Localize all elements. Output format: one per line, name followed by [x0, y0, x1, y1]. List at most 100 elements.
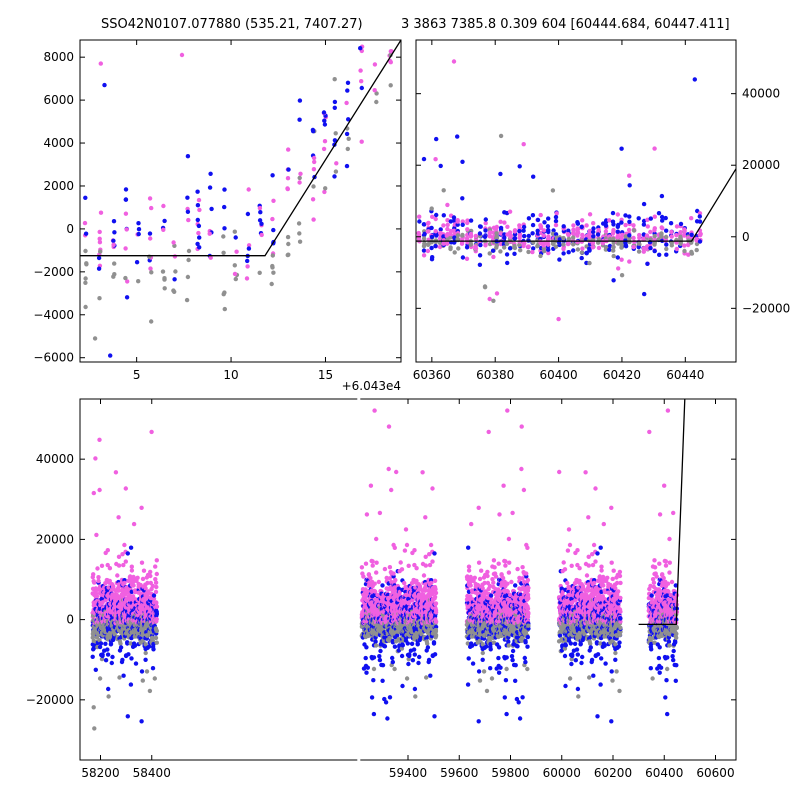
data-point: [123, 275, 128, 281]
data-point: [363, 561, 369, 566]
data-point: [663, 215, 668, 221]
data-point: [607, 218, 612, 223]
data-point: [565, 241, 571, 247]
data-point: [124, 227, 129, 232]
data-point: [441, 213, 446, 218]
data-point: [425, 221, 431, 226]
data-point: [195, 189, 200, 194]
data-point: [147, 231, 153, 236]
data-point: [642, 291, 647, 297]
data-point: [312, 159, 317, 165]
data-point: [406, 563, 411, 568]
data-point: [412, 686, 418, 692]
data-point: [285, 186, 290, 192]
data-point: [97, 487, 102, 493]
data-point: [538, 212, 543, 218]
data-point: [494, 234, 499, 239]
data-point: [406, 661, 411, 667]
data-point: [656, 211, 662, 216]
data-point: [526, 585, 531, 591]
data-point: [521, 487, 527, 493]
data-point: [82, 220, 88, 226]
data-point: [477, 576, 483, 582]
data-point: [388, 3, 392, 7]
x-tick-label: 15: [318, 368, 333, 382]
data-point: [271, 270, 276, 275]
data-point: [417, 654, 422, 660]
data-point: [102, 82, 107, 88]
data-point: [553, 214, 559, 220]
data-point: [409, 641, 415, 646]
data-point: [400, 683, 405, 689]
data-point: [579, 250, 585, 255]
data-point: [150, 635, 155, 640]
data-point: [148, 573, 153, 579]
data-point: [575, 230, 581, 235]
data-point: [506, 570, 512, 575]
data-point: [455, 218, 460, 223]
data-point: [311, 155, 317, 161]
data-point: [674, 224, 680, 229]
data-point: [480, 650, 485, 656]
data-point: [519, 424, 524, 429]
data-point: [105, 562, 110, 568]
data-point: [557, 469, 562, 475]
data-point: [553, 218, 559, 224]
data-point: [97, 296, 102, 301]
data-point: [373, 643, 379, 648]
data-point: [361, 574, 366, 579]
data-point: [421, 573, 427, 578]
data-point: [482, 284, 488, 289]
data-point: [154, 628, 159, 634]
data-point: [363, 655, 368, 661]
data-point: [652, 233, 657, 239]
data-point: [526, 244, 531, 249]
data-point: [432, 594, 438, 600]
data-point: [460, 222, 465, 227]
data-point: [374, 0, 378, 1]
data-point: [610, 210, 616, 216]
data-point: [627, 233, 632, 238]
data-point: [502, 235, 507, 240]
data-point: [123, 246, 128, 251]
data-point: [391, 571, 396, 576]
data-point: [524, 571, 529, 576]
data-point: [437, 236, 443, 241]
data-point: [468, 218, 474, 223]
data-point: [186, 217, 191, 223]
data-point: [595, 232, 601, 237]
data-point: [580, 232, 585, 238]
data-point: [144, 669, 150, 674]
data-point: [358, 68, 363, 73]
data-point: [185, 209, 191, 214]
data-point: [332, 99, 338, 105]
data-point: [469, 521, 474, 527]
data-point: [660, 218, 665, 223]
data-point: [149, 319, 154, 324]
data-point: [139, 719, 144, 724]
data-point: [431, 640, 437, 645]
data-point: [476, 505, 481, 510]
data-point: [152, 676, 157, 681]
data-point: [197, 235, 202, 240]
data-point: [269, 281, 274, 287]
data-point: [244, 276, 250, 281]
data-point: [682, 248, 687, 254]
data-point: [368, 483, 374, 488]
data-point: [678, 221, 684, 227]
data-point: [171, 240, 176, 245]
data-point: [106, 585, 111, 590]
data-point: [270, 216, 275, 222]
data-point: [697, 232, 702, 238]
data-point: [652, 214, 657, 219]
y-tick-label: 8000: [43, 50, 74, 64]
data-point: [476, 669, 482, 674]
data-point: [641, 218, 647, 224]
data-point: [162, 276, 167, 281]
data-point: [145, 580, 150, 586]
data-point: [209, 206, 214, 212]
data-point: [636, 241, 642, 246]
data-point: [492, 565, 497, 570]
data-point: [126, 652, 131, 657]
data-point: [232, 263, 237, 268]
